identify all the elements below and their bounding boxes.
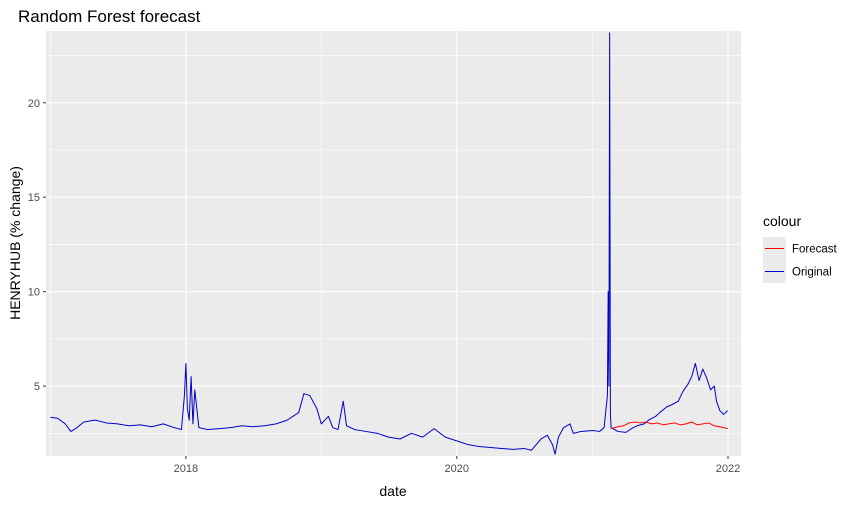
x-tick-label: 2022 — [716, 463, 740, 475]
x-tick-label: 2018 — [174, 463, 198, 475]
minor-gridlines — [46, 31, 741, 456]
legend-label-original: Original — [792, 267, 832, 279]
series-layer — [50, 32, 728, 455]
major-gridlines — [46, 31, 741, 456]
y-tick-label: 10 — [28, 287, 40, 299]
y-tick-label: 5 — [34, 381, 40, 393]
x-tick-label: 2020 — [445, 463, 469, 475]
chart-title: Random Forest forecast — [18, 7, 201, 26]
legend-title: colour — [763, 213, 801, 229]
series-line-original — [50, 32, 728, 455]
y-tick-label: 20 — [28, 98, 40, 110]
y-axis-label: HENRYHUB (% change) — [7, 166, 23, 320]
y-tick-label: 15 — [28, 192, 40, 204]
legend-label-forecast: Forecast — [792, 244, 838, 256]
x-axis-label: date — [379, 483, 406, 499]
x-axis-ticks: 2018 2020 2022 — [174, 456, 740, 475]
legend: colour Forecast Original — [763, 213, 838, 283]
plot-panel — [46, 31, 741, 456]
series-line-forecast — [610, 421, 728, 430]
y-axis-ticks: 5 10 15 20 — [28, 98, 46, 393]
